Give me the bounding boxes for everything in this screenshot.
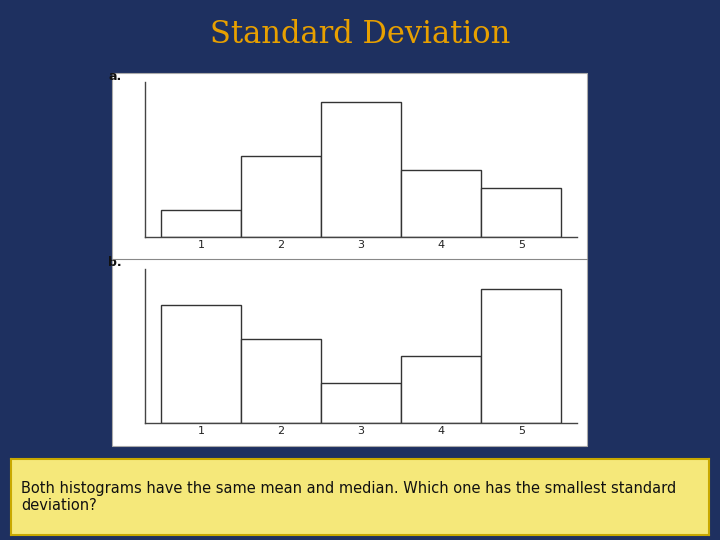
Text: Standard Deviation: Standard Deviation: [210, 19, 510, 50]
Bar: [401, 170, 481, 237]
Text: b.: b.: [108, 256, 122, 269]
Bar: [481, 188, 562, 237]
Text: Both histograms have the same mean and median. Which one has the smallest standa: Both histograms have the same mean and m…: [22, 481, 677, 513]
Bar: [401, 356, 481, 423]
Bar: [321, 103, 401, 237]
Bar: [481, 289, 562, 423]
Bar: [321, 383, 401, 423]
Bar: [161, 210, 241, 237]
Bar: [241, 156, 321, 237]
Text: a.: a.: [108, 70, 122, 83]
Bar: [161, 306, 241, 423]
Bar: [241, 339, 321, 423]
